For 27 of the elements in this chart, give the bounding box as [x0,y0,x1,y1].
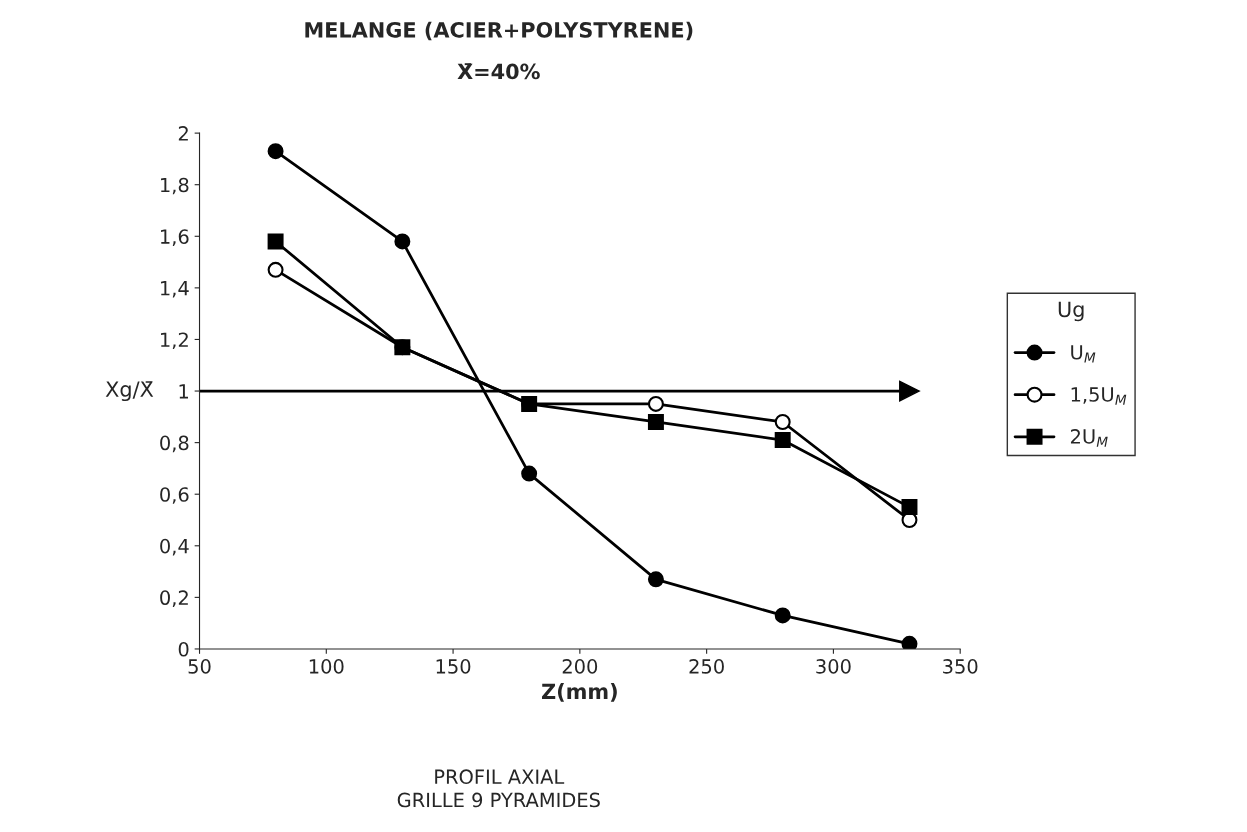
legend-label: 2U$_{M}$ [1070,429,1108,447]
text: PROFIL AXIAL GRILLE 9 PYRAMIDES [397,769,600,808]
y-tick-label: 0,8 [160,435,189,453]
x-tick-label: 250 [689,659,724,674]
x-tick-label: 100 [309,659,344,674]
y-tick-label: 2 [178,126,188,141]
y-tick-label: 1,8 [161,177,189,195]
y-tick-label: 1,4 [161,281,189,298]
legend-label: 1,5U$_{M}$ [1071,387,1127,405]
y-tick-label: 0,2 [160,590,188,608]
y-tick-label: 0,6 [160,487,189,504]
legend-label: U$_{M}$ [1071,345,1096,363]
y-tick-label: 1,6 [161,229,189,246]
chart-subtitle: X̄=40% [457,63,540,80]
x-axis-title: Z(mm) [542,683,617,702]
x-tick-label: 350 [943,659,978,674]
x-tick-label: 150 [436,659,471,674]
y-tick-label: 1 [179,384,188,399]
y-tick-label: 0 [178,641,189,657]
x-tick-label: 300 [816,659,851,674]
chart-title: MELANGE (ACIER+POLYSTYRENE) [305,21,693,41]
legend-title: Ug [1058,301,1084,322]
x-tick-label: 200 [562,659,598,674]
y-tick-label: 1,2 [161,332,188,350]
y-axis-title: Xg/X̄ [105,381,154,402]
y-tick-label: 0,4 [160,538,189,556]
x-tick-label: 50 [188,659,211,674]
